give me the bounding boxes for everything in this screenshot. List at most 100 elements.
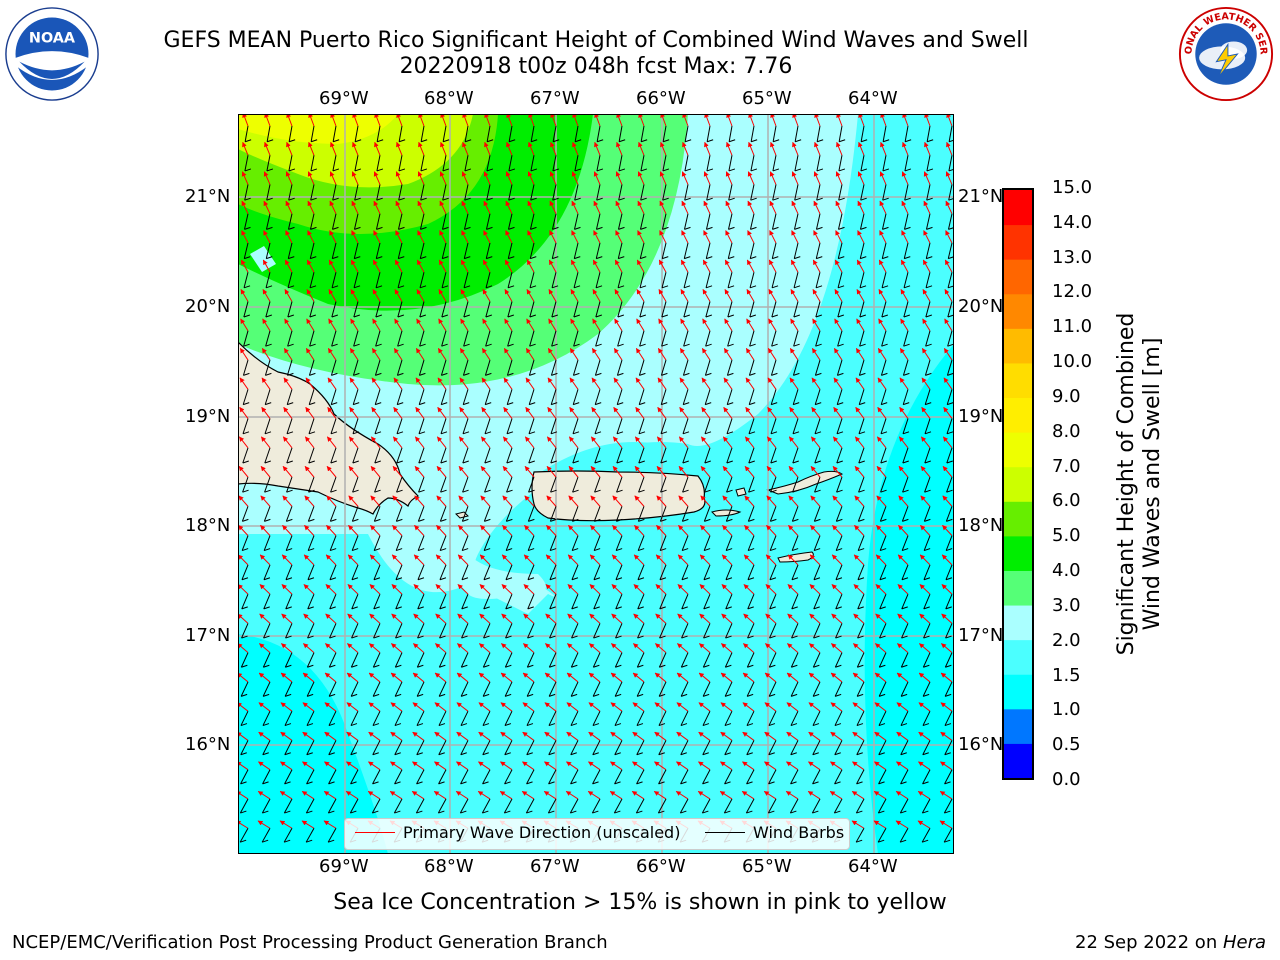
colorbar-tick-label: 7.0 <box>1052 455 1081 477</box>
wind-barb-flag <box>638 460 645 464</box>
sea-fill-1.5-2.0 <box>538 442 718 479</box>
wave-direction-arrow <box>724 318 733 332</box>
wave-direction-arrow <box>924 141 931 156</box>
wind-barb <box>946 359 953 376</box>
wave-direction-arrow <box>436 465 447 478</box>
wind-barb-flag <box>463 285 471 289</box>
wind-barb <box>286 476 293 493</box>
wind-barb-flag <box>837 343 844 347</box>
wind-barb-flag <box>551 285 559 289</box>
wind-barb-flag <box>596 197 603 201</box>
wind-barb <box>572 359 579 376</box>
wind-barb <box>420 125 425 142</box>
wave-direction-arrow <box>549 171 557 185</box>
wind-barb <box>241 593 249 610</box>
wind-barb <box>858 389 865 405</box>
wind-barb-flag <box>593 577 601 581</box>
sea-fill-1.0-1.5 <box>238 634 388 854</box>
wave-direction-arrow <box>700 495 711 507</box>
wind-barb <box>440 359 447 376</box>
colorbar-tick-label: 1.0 <box>1052 699 1081 721</box>
wind-barb-flag <box>574 226 581 230</box>
wind-barb <box>287 242 293 259</box>
wind-barb-flag <box>464 197 471 201</box>
wave-direction-arrow <box>284 259 293 273</box>
wind-barb-flag <box>440 548 447 552</box>
wind-barb <box>242 476 249 493</box>
wind-barb <box>684 184 689 201</box>
wave-direction-arrow <box>480 524 491 536</box>
wave-direction-arrow <box>682 114 689 127</box>
wave-direction-arrow <box>721 554 733 566</box>
wave-direction-arrow <box>481 377 491 390</box>
wind-barb <box>617 330 623 347</box>
wave-direction-arrow <box>835 200 843 214</box>
wave-direction-arrow <box>811 347 821 361</box>
wind-barb-flag <box>727 314 734 318</box>
wind-barb-flag <box>880 431 888 435</box>
wave-direction-arrow <box>263 171 271 185</box>
wind-barb-flag <box>750 168 758 172</box>
wind-barb-flag <box>946 548 953 552</box>
wave-direction-arrow <box>326 495 337 507</box>
wind-barb-flag <box>286 489 293 493</box>
wave-direction-arrow <box>437 347 447 361</box>
wave-direction-arrow <box>414 465 425 478</box>
colorbar-title-line1: Significant Height of Combined <box>1114 312 1139 656</box>
wave-direction-arrow <box>898 495 909 507</box>
wind-barb-flag <box>595 314 602 318</box>
wave-direction-arrow <box>813 230 821 244</box>
wave-direction-arrow <box>392 465 403 478</box>
wave-direction-arrow <box>615 171 623 185</box>
wind-barb <box>901 506 909 522</box>
wind-barb-flag <box>442 256 449 260</box>
wind-barb <box>858 418 865 434</box>
wave-direction-arrow <box>943 347 953 361</box>
wind-barb <box>506 359 513 376</box>
wind-barb-flag <box>880 548 887 552</box>
wind-barb-flag <box>792 489 799 493</box>
wave-direction-arrow <box>680 259 689 273</box>
wind-barb <box>243 272 249 288</box>
wind-barb-flag <box>287 343 294 347</box>
wave-direction-arrow <box>373 230 381 244</box>
wind-barb <box>727 272 733 288</box>
wind-barb <box>595 242 601 259</box>
wave-direction-arrow <box>391 554 403 566</box>
wind-barb <box>792 359 799 376</box>
wind-barb <box>528 389 535 405</box>
wind-barb-flag <box>420 256 427 260</box>
wind-barb-flag <box>946 431 954 435</box>
wave-direction-arrow <box>370 465 381 478</box>
sea-fill-2.0-3.0 <box>374 404 546 599</box>
wind-barb-flag <box>308 518 315 522</box>
wind-barb <box>880 418 887 434</box>
wind-barb-flag <box>859 285 867 289</box>
wave-direction-arrow <box>901 200 909 214</box>
wind-barb-flag <box>925 285 933 289</box>
wind-barb-flag <box>418 489 425 493</box>
wind-barb-flag <box>637 577 645 581</box>
wind-barb <box>420 184 425 201</box>
wind-barb-flag <box>661 285 669 289</box>
wind-barb-flag <box>616 460 623 464</box>
wind-barb <box>901 535 909 551</box>
wind-barb-flag <box>572 489 579 493</box>
wave-direction-arrow <box>570 318 579 332</box>
wind-barb-flag <box>419 285 427 289</box>
wind-barb-flag <box>419 402 426 406</box>
wind-barb-flag <box>838 226 845 230</box>
wave-direction-arrow <box>613 406 623 419</box>
wind-barb-flag <box>792 431 800 435</box>
wind-barb <box>397 330 403 347</box>
wave-direction-arrow <box>701 377 711 390</box>
wave-direction-arrow <box>723 347 733 361</box>
wind-barb <box>330 359 337 376</box>
wave-direction-arrow <box>393 377 403 390</box>
wind-barb <box>814 389 821 405</box>
wind-barb <box>617 301 623 318</box>
wind-barb <box>507 213 513 230</box>
wind-barb <box>947 272 953 288</box>
wave-direction-arrow <box>900 289 909 302</box>
wind-barb <box>265 213 271 230</box>
